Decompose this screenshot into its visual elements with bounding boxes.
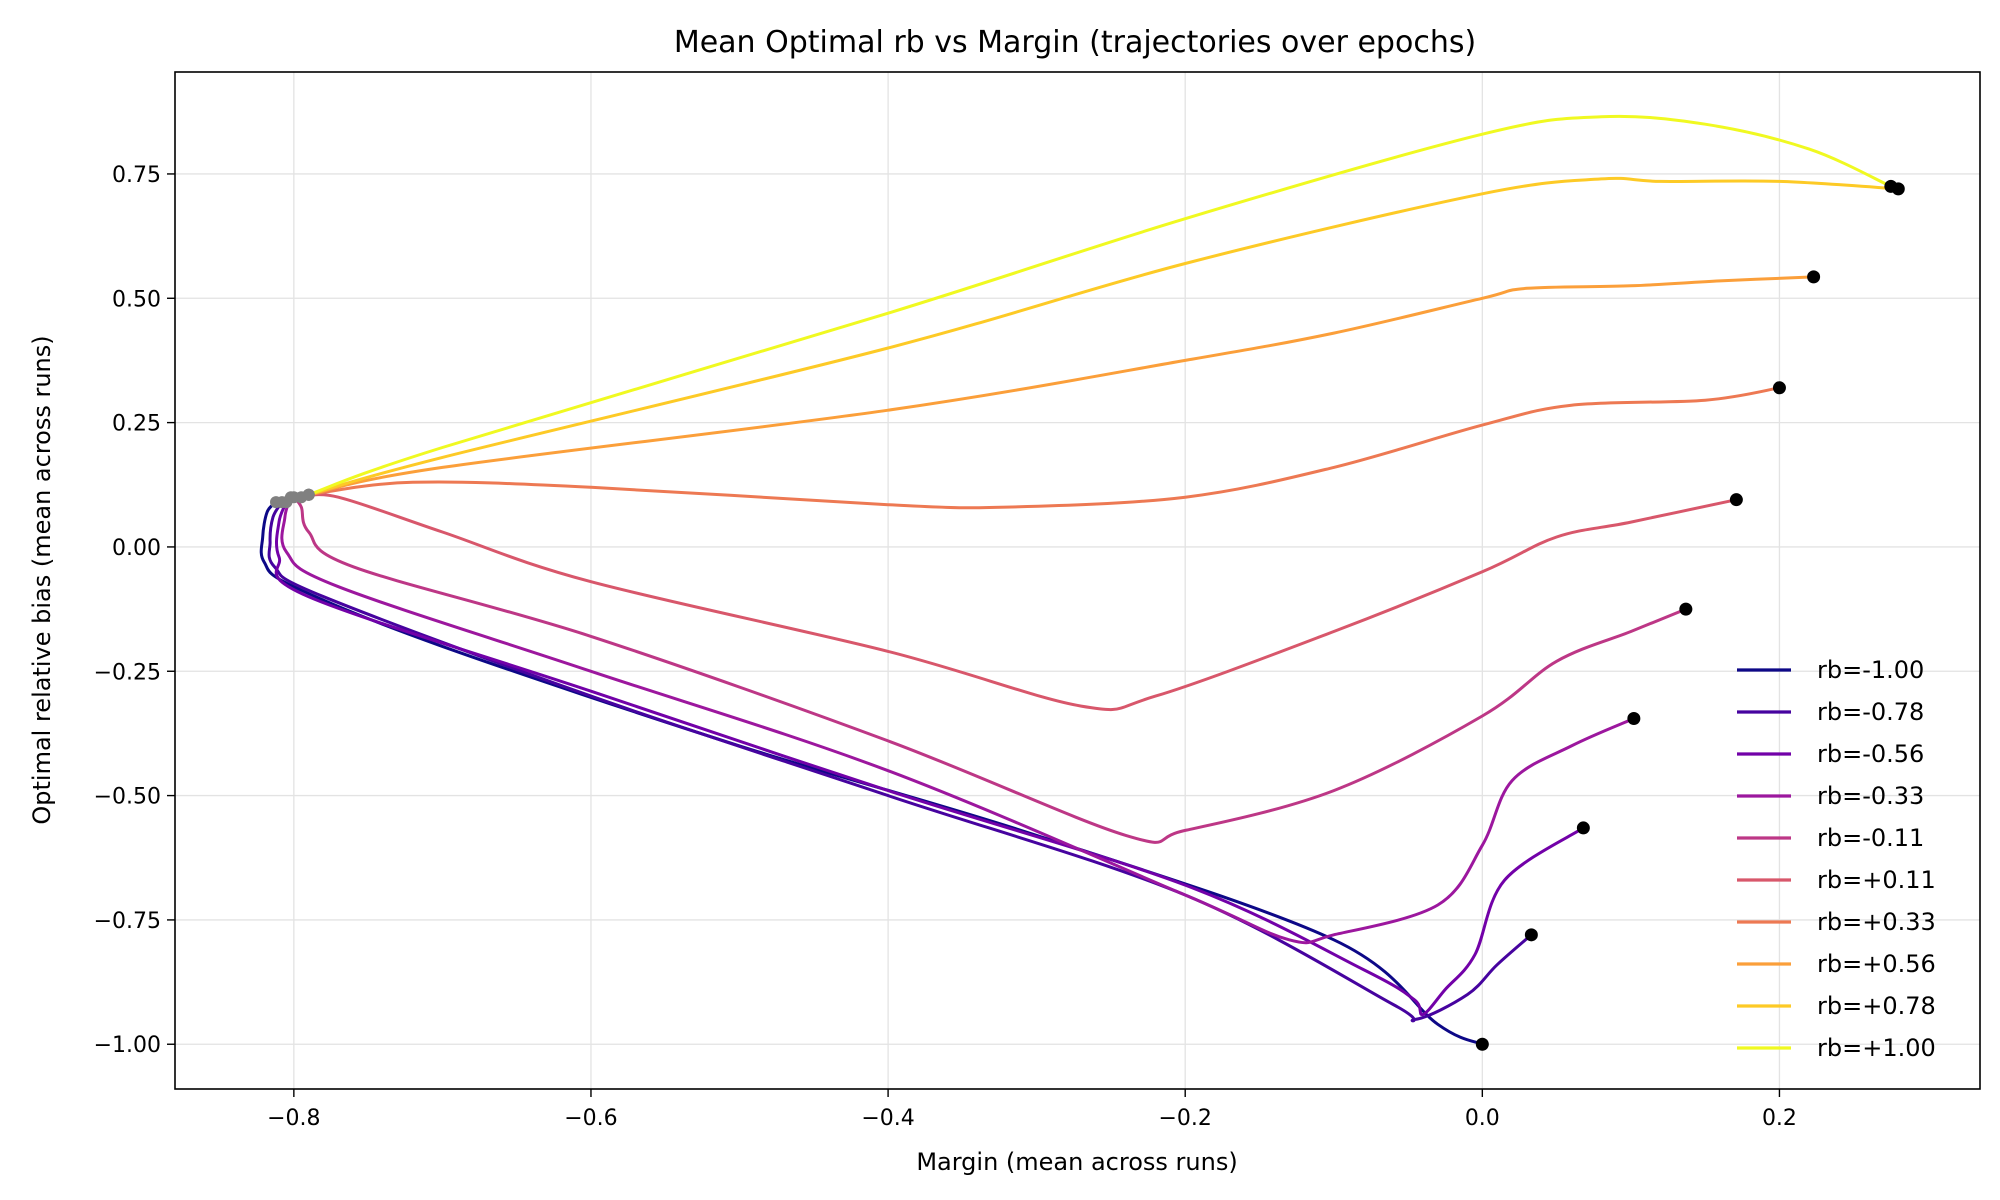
series-end-marker-1 (1524, 928, 1538, 942)
grid (175, 72, 1980, 1089)
series-line-5 (299, 493, 1738, 712)
legend: rb=-1.00 rb=-0.78 rb=-0.56 rb=-0.33 rb=-0.11… (1737, 656, 1936, 1062)
x-tick-label: −0.4 (861, 1106, 914, 1131)
series-line-3 (280, 495, 1636, 945)
legend-label-4: rb=-0.11 (1817, 824, 1924, 852)
legend-label-6: rb=+0.33 (1817, 908, 1936, 936)
series-end-marker-0 (1475, 1037, 1489, 1051)
plot-frame (174, 71, 1981, 1090)
legend-label-5: rb=+0.11 (1817, 866, 1936, 894)
series-end-marker-5 (1729, 493, 1743, 507)
y-tick-label: 0.50 (112, 287, 161, 312)
legend-label-1: rb=-0.78 (1817, 698, 1924, 726)
series-end-marker-6 (1772, 381, 1786, 395)
series-layer (259, 114, 1900, 1046)
series-end-marker-2 (1576, 821, 1590, 835)
series-line-8 (307, 176, 1900, 497)
y-tick-label: −0.50 (94, 785, 161, 810)
legend-label-2: rb=-0.56 (1817, 740, 1924, 768)
legend-label-3: rb=-0.33 (1817, 782, 1924, 810)
series-end-marker-9 (1884, 179, 1898, 193)
series-line-4 (292, 495, 1688, 844)
x-axis-ticks: −0.8 −0.6 −0.4 −0.2 0.0 0.2 (267, 1089, 1797, 1131)
x-tick-label: −0.6 (564, 1106, 617, 1131)
legend-label-8: rb=+0.78 (1817, 992, 1936, 1020)
y-tick-label: 0.75 (112, 163, 161, 188)
x-tick-label: −0.8 (267, 1106, 320, 1131)
series-end-marker-7 (1807, 270, 1821, 284)
legend-label-9: rb=+1.00 (1817, 1034, 1936, 1062)
x-tick-label: −0.2 (1158, 1106, 1211, 1131)
series-end-marker-4 (1679, 602, 1693, 616)
x-tick-label: 0.0 (1465, 1106, 1500, 1131)
series-line-6 (307, 386, 1781, 510)
y-tick-label: −1.00 (94, 1033, 161, 1058)
y-tick-label: −0.75 (94, 909, 161, 934)
series-line-9 (307, 114, 1893, 497)
y-tick-label: 0.25 (112, 412, 161, 437)
chart-title: Mean Optimal rb vs Margin (trajectories … (674, 25, 1476, 60)
legend-label-0: rb=-1.00 (1817, 656, 1924, 684)
y-axis-label: Optimal relative bias (mean across runs) (28, 335, 56, 824)
y-axis-ticks: 0.75 0.50 0.25 0.00 −0.25 −0.50 −0.75 −1.00 (94, 163, 175, 1058)
series-line-7 (307, 275, 1816, 497)
series-end-marker-3 (1627, 712, 1641, 726)
series-line-2 (274, 500, 1585, 1017)
markers-layer (270, 179, 1905, 1051)
x-tick-label: 0.2 (1762, 1106, 1797, 1131)
x-axis-label: Margin (mean across runs) (916, 1148, 1237, 1176)
series-start-marker-9 (302, 488, 315, 501)
legend-label-7: rb=+0.56 (1817, 950, 1936, 978)
y-tick-label: 0.00 (112, 536, 161, 561)
y-tick-label: −0.25 (94, 660, 161, 685)
series-line-1 (267, 500, 1533, 1023)
